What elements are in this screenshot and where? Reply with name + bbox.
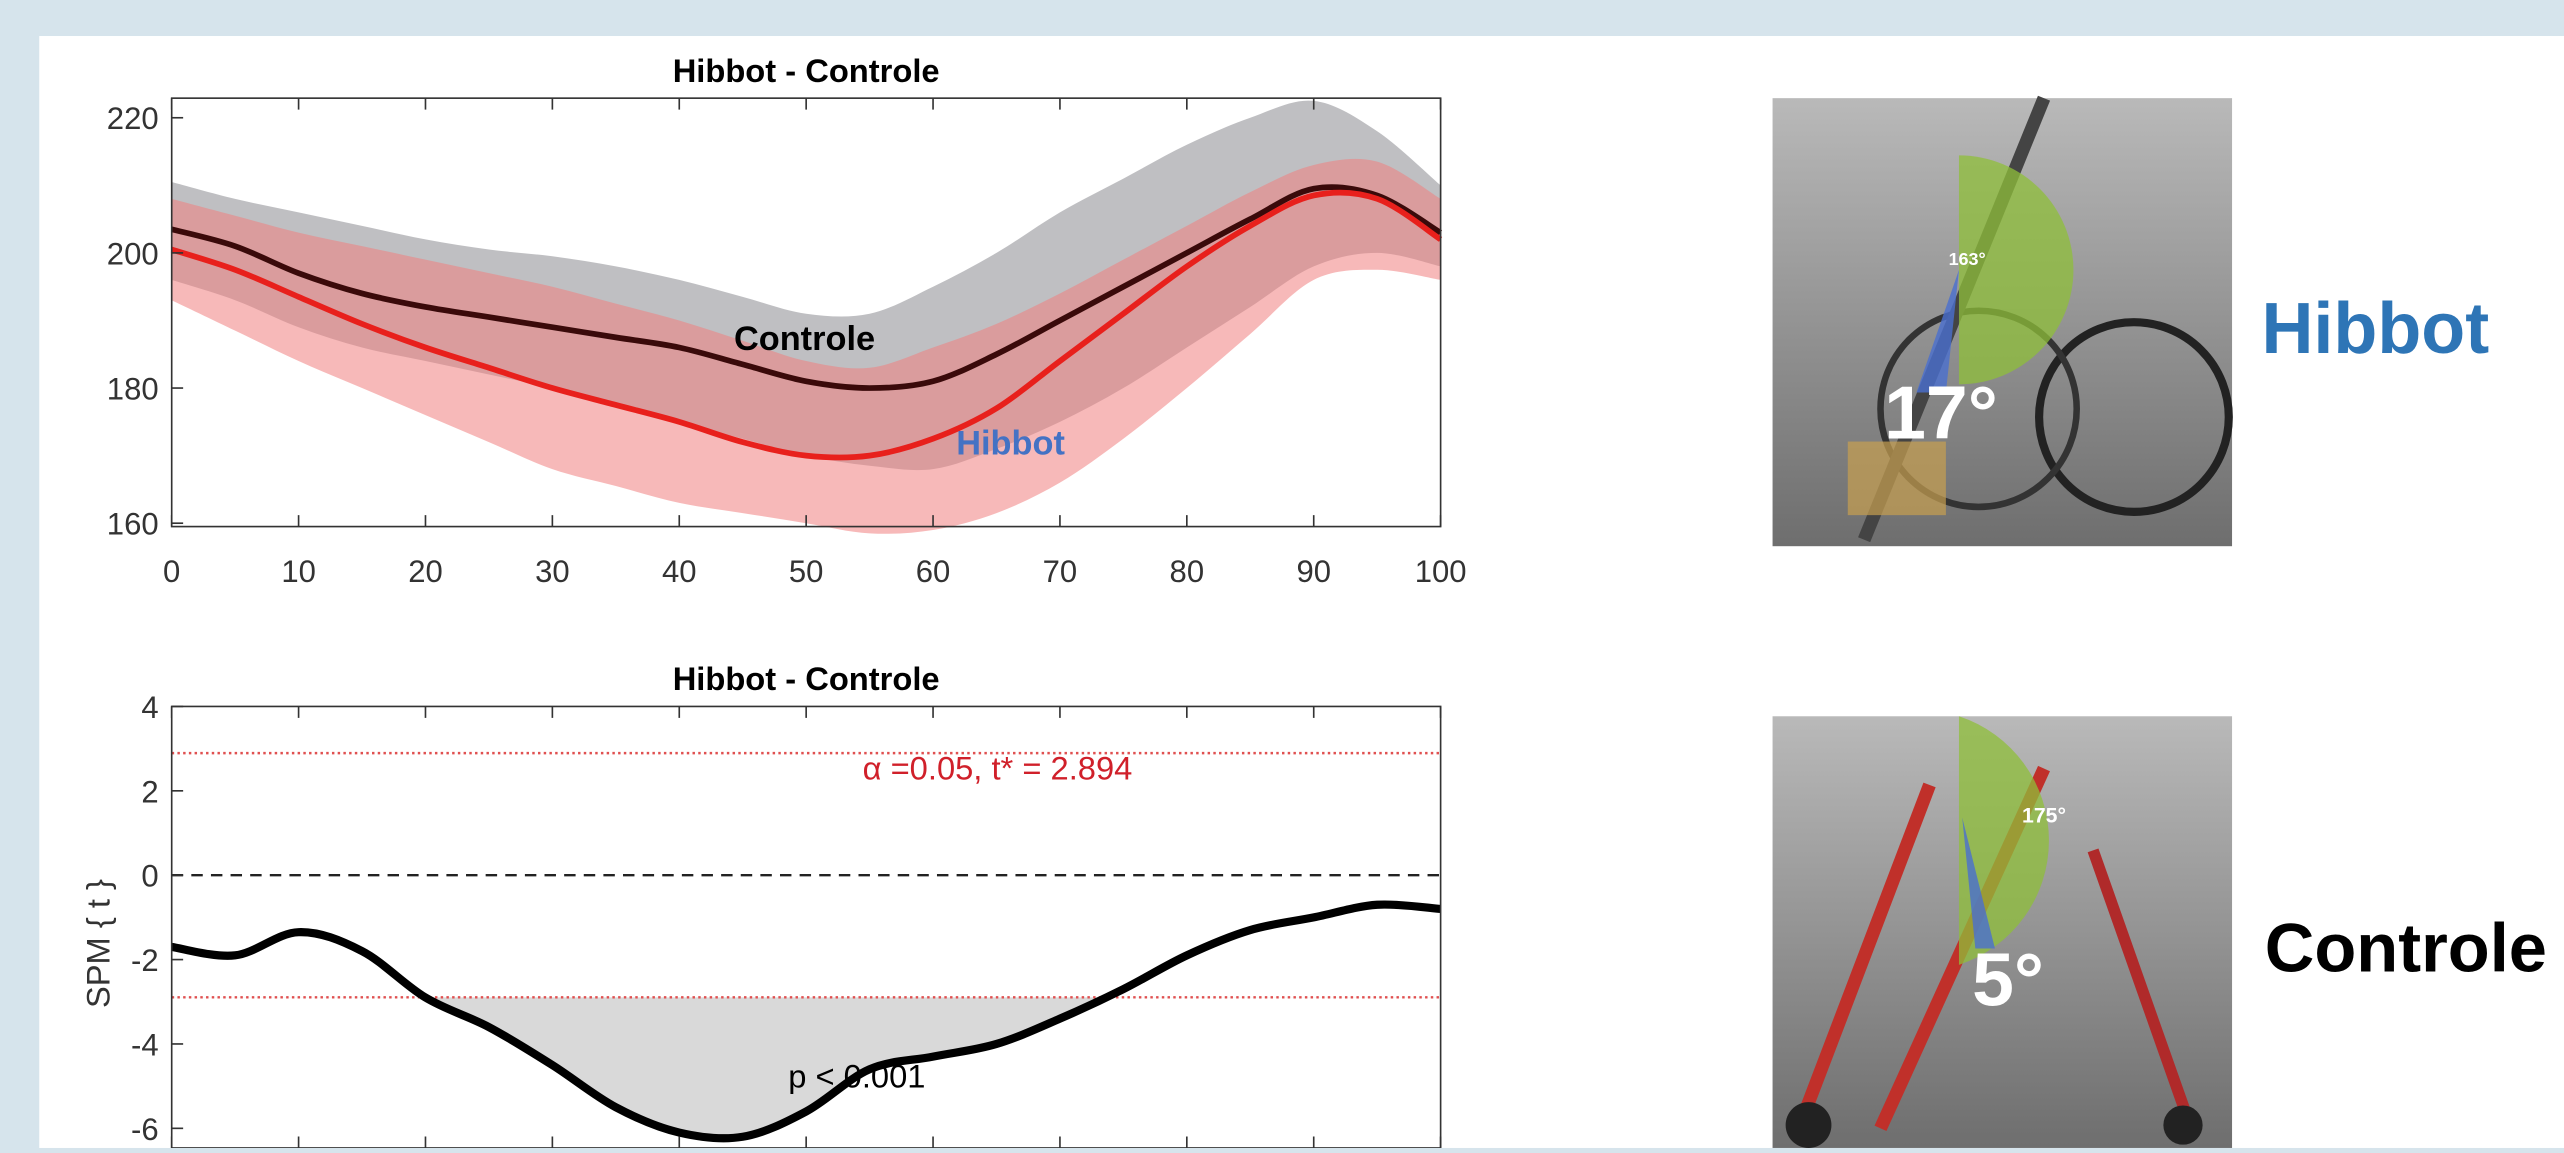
chart-title: Hibbot - Controle <box>673 52 940 89</box>
x-tick-label: 100 <box>1415 554 1467 589</box>
x-tick-label: 60 <box>916 554 951 589</box>
photo-caption: Hibbot <box>2261 289 2489 369</box>
knee-label: 17° <box>1884 370 1998 454</box>
photo: 175° 5° <box>1773 716 2232 1148</box>
page: 163° 17° Hibbot 175° 5° Controle Hibbot … <box>0 0 2564 1148</box>
x-tick-label: 0 <box>163 554 180 589</box>
x-tick-label: 70 <box>1043 554 1078 589</box>
y-axis-label: SPM { t } <box>80 879 117 1008</box>
threshold-annotation: α =0.05, t* = 2.894 <box>863 749 1133 786</box>
y-tick-label: -4 <box>131 1027 159 1062</box>
figure: 163° 17° Hibbot 175° 5° Controle Hibbot … <box>0 0 2564 1148</box>
y-tick-label: 160 <box>107 507 159 542</box>
series-label: Controle <box>734 320 875 358</box>
chart-title: Hibbot - Controle <box>673 660 940 697</box>
y-tick-label: 0 <box>141 859 158 894</box>
y-tick-label: 180 <box>107 371 159 406</box>
x-tick-label: 30 <box>535 554 570 589</box>
y-tick-label: -6 <box>131 1112 159 1147</box>
photo-caption: Controle <box>2265 909 2547 986</box>
y-tick-label: 200 <box>107 236 159 271</box>
x-tick-label: 80 <box>1170 554 1205 589</box>
x-tick-label: 10 <box>281 554 316 589</box>
y-tick-label: 220 <box>107 101 159 136</box>
angle-label: 175° <box>2022 804 2066 828</box>
series-label: Hibbot <box>956 425 1065 463</box>
x-tick-label: 20 <box>408 554 443 589</box>
x-tick-label: 50 <box>789 554 824 589</box>
x-tick-label: 40 <box>662 554 697 589</box>
y-tick-label: 4 <box>141 690 158 725</box>
y-tick-label: -2 <box>131 943 159 978</box>
knee-label: 5° <box>1972 938 2044 1022</box>
photo: 163° 17° <box>1773 98 2232 546</box>
x-tick-label: 90 <box>1296 554 1331 589</box>
angle-label: 163° <box>1949 249 1986 269</box>
y-tick-label: 2 <box>141 774 158 809</box>
